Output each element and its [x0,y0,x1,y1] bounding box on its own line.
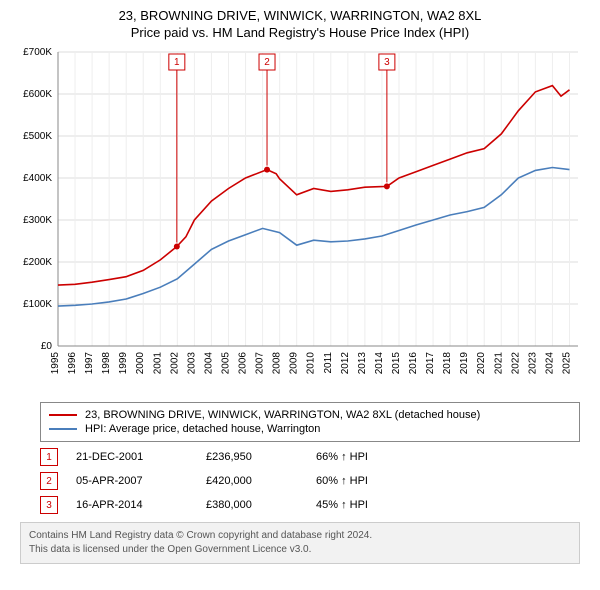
sale-date-1: 21-DEC-2001 [76,451,206,463]
sale-row-3: 3 16-APR-2014 £380,000 45% ↑ HPI [40,496,580,514]
svg-text:3: 3 [384,57,390,68]
svg-text:£200K: £200K [23,257,52,268]
svg-text:£600K: £600K [23,89,52,100]
svg-text:2: 2 [264,57,270,68]
sale-row-1: 1 21-DEC-2001 £236,950 66% ↑ HPI [40,448,580,466]
sale-price-2: £420,000 [206,475,316,487]
svg-text:2013: 2013 [357,352,368,375]
svg-text:2009: 2009 [289,352,300,375]
legend-box: 23, BROWNING DRIVE, WINWICK, WARRINGTON,… [40,402,580,442]
legend-row-hpi: HPI: Average price, detached house, Warr… [49,423,571,435]
svg-text:2011: 2011 [323,352,334,374]
title-line-2: Price paid vs. HM Land Registry's House … [10,25,590,40]
svg-text:2022: 2022 [510,352,521,375]
sales-list: 1 21-DEC-2001 £236,950 66% ↑ HPI 2 05-AP… [40,448,580,514]
svg-text:2003: 2003 [186,352,197,375]
sale-date-2: 05-APR-2007 [76,475,206,487]
svg-text:2000: 2000 [135,352,146,375]
footer-line-2: This data is licensed under the Open Gov… [29,543,571,557]
svg-text:2006: 2006 [238,352,249,375]
svg-text:2014: 2014 [374,352,385,375]
svg-text:2007: 2007 [255,352,266,375]
svg-text:2016: 2016 [408,352,419,375]
svg-text:1995: 1995 [50,352,61,375]
sale-row-2: 2 05-APR-2007 £420,000 60% ↑ HPI [40,472,580,490]
chart-header: 23, BROWNING DRIVE, WINWICK, WARRINGTON,… [0,0,600,44]
svg-text:2024: 2024 [544,352,555,375]
svg-text:2010: 2010 [306,352,317,375]
svg-text:2019: 2019 [459,352,470,375]
legend-swatch-property [49,414,77,416]
legend-label-property: 23, BROWNING DRIVE, WINWICK, WARRINGTON,… [85,409,480,421]
sale-price-1: £236,950 [206,451,316,463]
svg-text:2012: 2012 [340,352,351,375]
svg-text:1996: 1996 [67,352,78,375]
attribution-footer: Contains HM Land Registry data © Crown c… [20,522,580,564]
svg-text:1998: 1998 [101,352,112,375]
svg-text:2020: 2020 [476,352,487,375]
sale-delta-1: 66% ↑ HPI [316,451,368,463]
legend-row-property: 23, BROWNING DRIVE, WINWICK, WARRINGTON,… [49,409,571,421]
svg-text:1999: 1999 [118,352,129,375]
sale-badge-3: 3 [40,496,58,514]
svg-text:2018: 2018 [442,352,453,375]
legend-swatch-hpi [49,428,77,430]
svg-text:2008: 2008 [272,352,283,375]
svg-text:2021: 2021 [493,352,504,375]
sale-badge-2: 2 [40,472,58,490]
sale-delta-3: 45% ↑ HPI [316,499,368,511]
footer-line-1: Contains HM Land Registry data © Crown c… [29,529,571,543]
svg-text:1: 1 [174,57,180,68]
svg-text:1997: 1997 [84,352,95,375]
title-line-1: 23, BROWNING DRIVE, WINWICK, WARRINGTON,… [10,8,590,23]
svg-text:£300K: £300K [23,215,52,226]
chart-area: £0 £100K £200K £300K £400K £500K £600K £700K 199… [10,44,590,394]
price-chart-svg: £0 £100K £200K £300K £400K £500K £600K £700K 199… [10,44,590,394]
svg-text:2005: 2005 [220,352,231,375]
svg-text:£0: £0 [41,341,53,352]
svg-text:2002: 2002 [169,352,180,375]
sale-date-3: 16-APR-2014 [76,499,206,511]
svg-text:2001: 2001 [152,352,163,375]
svg-text:2023: 2023 [527,352,538,375]
legend-label-hpi: HPI: Average price, detached house, Warr… [85,423,320,435]
svg-text:£700K: £700K [23,47,52,58]
svg-text:2025: 2025 [561,352,572,375]
sale-delta-2: 60% ↑ HPI [316,475,368,487]
svg-text:2004: 2004 [203,352,214,375]
sale-price-3: £380,000 [206,499,316,511]
svg-text:£100K: £100K [23,299,52,310]
svg-text:£500K: £500K [23,131,52,142]
svg-text:2017: 2017 [425,352,436,375]
svg-text:£400K: £400K [23,173,52,184]
sale-badge-1: 1 [40,448,58,466]
svg-text:2015: 2015 [391,352,402,375]
